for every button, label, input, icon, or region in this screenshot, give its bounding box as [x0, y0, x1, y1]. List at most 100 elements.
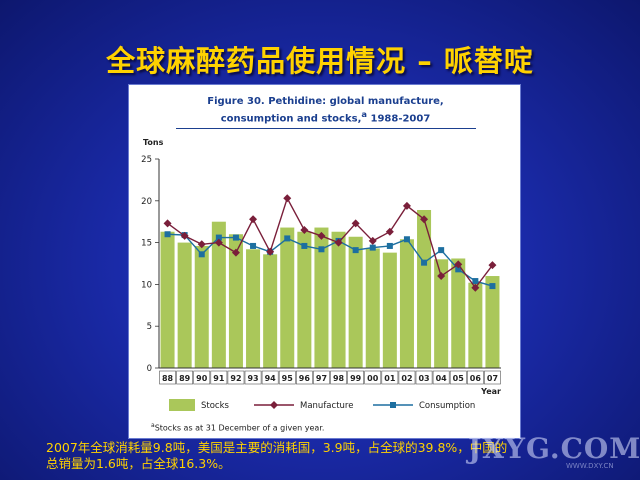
slide-caption: 2007年全球消耗量9.8吨，美国是主要的消耗国，3.9吨，占全球的39.8%，…: [46, 440, 636, 472]
x-tick-label: 92: [230, 374, 241, 383]
consumption-point: [318, 246, 325, 253]
x-tick-cell: [296, 370, 313, 385]
manufacture-point: [180, 231, 189, 240]
manufacture-point: [317, 231, 326, 240]
manufacture-point: [488, 261, 497, 270]
consumption-point: [352, 247, 359, 254]
manufacture-point: [214, 238, 223, 247]
x-tick-cell: [466, 370, 484, 385]
manufacture-point: [249, 215, 258, 224]
x-tick-cell: [415, 370, 433, 385]
manufacture-point: [420, 215, 429, 224]
consumption-point: [421, 259, 428, 266]
manufacture-point: [283, 194, 292, 203]
x-tick-cell: [210, 370, 228, 385]
y-tick-label: 5: [147, 322, 152, 332]
manufacture-point: [351, 219, 360, 228]
x-tick-label: 89: [179, 374, 191, 383]
consumption-point: [215, 234, 222, 241]
manufacture-point: [163, 219, 172, 228]
x-tick-label: 03: [418, 374, 429, 383]
footnote-text: Stocks as at 31 December of a given year…: [154, 423, 325, 433]
manufacture-point: [437, 272, 446, 281]
bar-stocks: [348, 236, 363, 368]
consumption-point: [438, 247, 445, 254]
bar-stocks: [434, 259, 449, 368]
bar-stocks: [177, 242, 192, 368]
consumption-point: [250, 242, 257, 249]
x-tick-label: 94: [265, 374, 277, 383]
watermark-logo: JXYG.COM: [468, 432, 640, 465]
consumption-point: [284, 235, 291, 242]
x-tick-label: 97: [316, 374, 327, 383]
x-tick-label: 91: [213, 374, 225, 383]
y-tick-label: 20: [141, 197, 152, 207]
consumption-point: [369, 244, 376, 251]
footnote-sup: a: [151, 422, 155, 429]
slide-title: 全球麻醉药品使用情况 – 哌替啶: [106, 44, 534, 78]
figure-panel: Figure 30. Pethidine: global manufacture…: [128, 84, 521, 439]
bar-stocks: [382, 252, 397, 368]
bar-stocks: [365, 248, 380, 368]
legend-marker-manufacture: [270, 401, 278, 409]
consumption-point: [198, 251, 205, 258]
x-tick-cell: [347, 370, 365, 385]
y-tick-label: 10: [141, 280, 152, 290]
x-tick-label: 98: [333, 374, 345, 383]
x-tick-label: 07: [487, 374, 498, 383]
x-tick-cell: [484, 370, 501, 385]
legend-label-consumption: Consumption: [419, 401, 475, 411]
manufacture-point: [266, 247, 275, 256]
legend-swatch-stocks: [169, 399, 195, 411]
bar-stocks: [280, 227, 295, 368]
consumption-point: [164, 231, 171, 238]
x-tick-label: 95: [282, 374, 294, 383]
x-tick-cell: [313, 370, 330, 385]
legend-label-manufacture: Manufacture: [300, 401, 353, 411]
x-tick-label: 99: [350, 374, 362, 383]
x-tick-cell: [449, 370, 467, 385]
bar-stocks: [399, 239, 414, 368]
y-tick-label: 15: [141, 239, 152, 249]
x-tick-cell: [398, 370, 416, 385]
x-tick-label: 00: [367, 374, 379, 383]
x-tick-cell: [364, 370, 382, 385]
manufacture-line: [167, 196, 494, 289]
x-tick-cell: [227, 370, 245, 385]
y-axis-label: Tons: [143, 138, 164, 147]
figure-caption-sup: a: [361, 109, 367, 119]
manufacture-point: [471, 283, 480, 292]
bar-stocks: [160, 231, 175, 368]
x-tick-cell: [381, 370, 399, 385]
figure-caption-line1: Figure 30. Pethidine: global manufacture…: [207, 96, 444, 107]
consumption-point: [386, 242, 393, 249]
bar-stocks: [194, 245, 209, 368]
x-tick-label: 96: [299, 374, 311, 383]
figure-caption-years: 1988-2007: [367, 113, 431, 125]
bar-stocks: [485, 276, 500, 368]
x-tick-cell: [261, 370, 279, 385]
x-tick-cell: [193, 370, 211, 385]
manufacture-point: [197, 240, 206, 249]
figure-footnote: aStocks as at 31 December of a given yea…: [151, 422, 324, 433]
x-tick-label: 06: [470, 374, 482, 383]
x-tick-label: 93: [247, 374, 258, 383]
x-tick-cell: [244, 370, 262, 385]
figure-caption: Figure 30. Pethidine: global manufacture…: [129, 95, 522, 130]
manufacture-point: [334, 238, 343, 247]
manufacture-point: [368, 236, 377, 245]
bar-stocks: [211, 221, 226, 368]
x-tick-cell: [330, 370, 347, 385]
watermark-url: WWW.DXY.CN: [566, 462, 614, 470]
consumption-point: [301, 242, 308, 249]
bar-stocks: [468, 282, 483, 368]
bar-stocks: [331, 231, 346, 368]
bar-stocks: [314, 227, 329, 368]
figure-caption-line2: consumption and stocks,a 1988-2007: [129, 108, 522, 125]
manufacture-point: [300, 226, 309, 235]
x-tick-cell: [278, 370, 296, 385]
slide-caption-line1: 2007年全球消耗量9.8吨，美国是主要的消耗国，3.9吨，占全球的39.8%，…: [46, 440, 508, 455]
bar-stocks: [451, 258, 466, 368]
y-tick-label: 0: [147, 364, 152, 374]
